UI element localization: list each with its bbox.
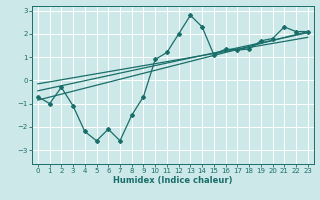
- X-axis label: Humidex (Indice chaleur): Humidex (Indice chaleur): [113, 176, 233, 185]
